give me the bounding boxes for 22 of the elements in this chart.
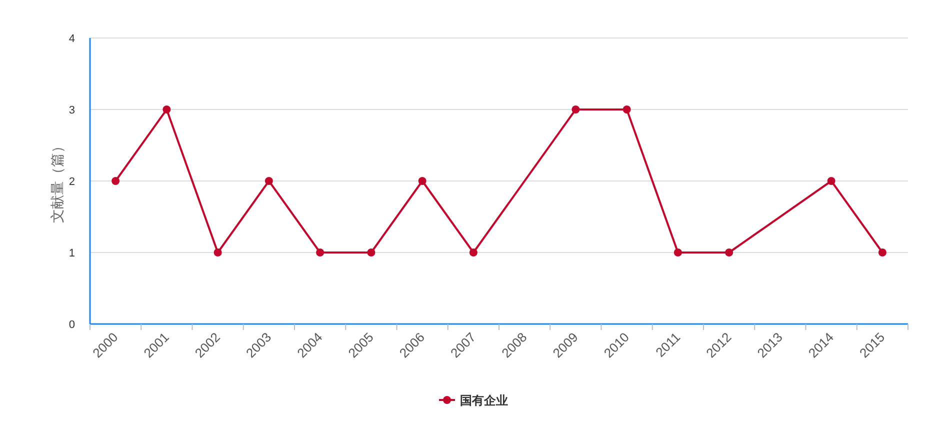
point [214,248,222,256]
point [418,177,426,185]
point [469,248,478,256]
point [572,106,580,114]
y-tick-label: 2 [68,176,75,188]
point [674,248,682,256]
point [725,248,734,256]
y-tick-label: 3 [68,104,75,116]
y-tick-label: 0 [68,319,75,331]
point [316,248,324,256]
point [622,106,631,114]
point [827,177,836,185]
point [162,106,171,114]
y-tick-label: 1 [68,248,75,260]
point [112,177,120,185]
legend: 国有企业 [439,394,508,408]
point [878,248,886,256]
y-tick-label: 4 [68,33,75,45]
legend-label: 国有企业 [460,394,508,408]
point [367,248,376,256]
point [264,177,273,185]
y-axis-title: 文献量（篇） [49,139,65,223]
